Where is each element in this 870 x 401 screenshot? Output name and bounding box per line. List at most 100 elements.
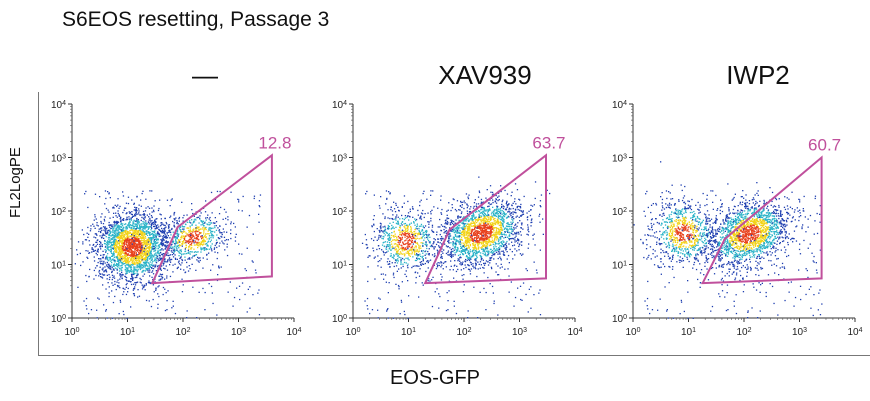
scatter-point xyxy=(81,229,83,231)
scatter-point xyxy=(177,241,179,243)
scatter-point xyxy=(172,240,174,242)
scatter-point xyxy=(146,223,148,225)
scatter-point xyxy=(227,239,229,241)
scatter-point xyxy=(416,250,418,252)
scatter-point xyxy=(161,229,164,231)
scatter-point xyxy=(104,249,106,251)
scatter-point xyxy=(162,243,165,246)
scatter-point xyxy=(463,232,465,234)
scatter-point xyxy=(136,238,138,240)
scatter-point xyxy=(196,234,198,236)
scatter-point xyxy=(91,247,93,249)
scatter-point xyxy=(445,232,447,234)
scatter-point xyxy=(118,253,120,255)
scatter-point xyxy=(210,234,213,237)
scatter-point xyxy=(105,256,107,258)
scatter-point xyxy=(148,226,150,228)
scatter-point xyxy=(100,276,102,278)
scatter-point xyxy=(167,224,170,226)
scatter-point xyxy=(130,269,132,271)
scatter-point xyxy=(411,239,413,242)
scatter-point xyxy=(193,248,195,250)
scatter-point xyxy=(103,304,105,306)
scatter-point xyxy=(397,235,400,238)
scatter-point xyxy=(95,218,97,220)
scatter-point xyxy=(510,228,512,230)
scatter-point xyxy=(93,256,95,258)
scatter-point xyxy=(128,224,130,226)
scatter-point xyxy=(461,238,463,240)
scatter-point xyxy=(156,252,159,254)
scatter-point xyxy=(497,216,499,219)
scatter-point xyxy=(490,229,492,231)
scatter-point xyxy=(484,245,487,247)
scatter-point xyxy=(415,259,418,262)
scatter-point xyxy=(406,246,408,248)
scatter-point xyxy=(209,216,211,219)
scatter-point xyxy=(105,264,108,266)
scatter-point xyxy=(144,214,146,216)
scatter-point xyxy=(127,264,129,266)
scatter-point xyxy=(97,249,99,251)
scatter-point xyxy=(119,227,121,229)
scatter-point xyxy=(140,254,142,257)
x-tick-label: 101 xyxy=(120,327,135,339)
scatter-point xyxy=(149,266,151,268)
scatter-point xyxy=(171,227,173,230)
scatter-point xyxy=(120,232,122,234)
scatter-point xyxy=(85,239,88,241)
scatter-point xyxy=(393,255,395,257)
scatter-point xyxy=(139,254,142,256)
scatter-point xyxy=(121,256,123,258)
scatter-point xyxy=(176,220,178,222)
scatter-point xyxy=(181,232,183,235)
scatter-point xyxy=(482,220,485,222)
scatter-point xyxy=(527,229,529,231)
scatter-point xyxy=(142,267,144,269)
scatter-point xyxy=(143,250,145,253)
scatter-point xyxy=(135,207,137,209)
scatter-point xyxy=(258,314,261,316)
scatter-point xyxy=(136,281,139,283)
scatter-point xyxy=(169,229,171,231)
scatter-point xyxy=(474,219,477,221)
scatter-point xyxy=(93,260,96,262)
y-axis-label: FL2LogPE xyxy=(7,147,24,218)
scatter-point xyxy=(449,253,451,255)
scatter-point xyxy=(131,244,133,246)
scatter-point xyxy=(426,247,428,250)
scatter-point xyxy=(147,243,149,245)
scatter-point xyxy=(146,267,148,270)
scatter-point xyxy=(385,232,388,234)
scatter-point xyxy=(115,248,118,250)
scatter-point xyxy=(506,206,508,208)
scatter-point xyxy=(197,251,199,253)
scatter-point xyxy=(128,216,130,218)
scatter-point xyxy=(500,241,503,243)
scatter-point xyxy=(134,268,136,271)
scatter-point xyxy=(185,232,187,234)
scatter-point xyxy=(184,259,186,261)
scatter-point xyxy=(389,255,392,257)
scatter-point xyxy=(125,273,127,275)
scatter-point xyxy=(427,280,429,282)
scatter-point xyxy=(166,223,168,225)
scatter-point xyxy=(144,240,146,242)
scatter-point xyxy=(407,231,409,234)
scatter-point xyxy=(120,232,123,235)
scatter-point xyxy=(427,261,429,264)
scatter-point xyxy=(151,267,153,269)
scatter-point xyxy=(113,234,115,236)
scatter-point xyxy=(484,252,486,254)
scatter-point xyxy=(195,227,197,229)
scatter-point xyxy=(125,279,127,281)
scatter-point xyxy=(154,249,157,251)
scatter-point xyxy=(150,229,152,231)
scatter-point xyxy=(461,204,463,206)
scatter-point xyxy=(76,253,79,256)
scatter-point xyxy=(425,250,427,252)
scatter-point xyxy=(150,252,152,255)
scatter-point xyxy=(400,260,402,262)
scatter-point xyxy=(255,272,257,274)
scatter-point xyxy=(449,235,452,237)
